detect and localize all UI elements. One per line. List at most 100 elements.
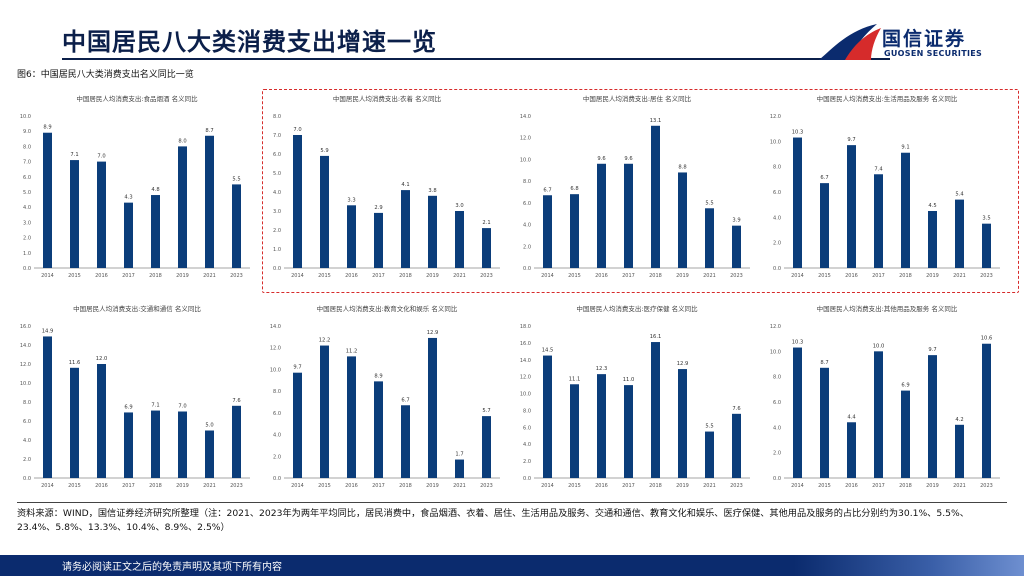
data-label: 4.2	[955, 417, 963, 423]
x-tick-label: 2014	[41, 483, 54, 489]
y-tick-label: 6.0	[523, 201, 531, 207]
bar	[543, 355, 552, 478]
x-tick-label: 2021	[203, 273, 216, 279]
y-tick-label: 3.0	[273, 209, 281, 215]
y-tick-label: 12.0	[270, 346, 281, 352]
bar	[543, 195, 552, 268]
y-tick-label: 12.0	[770, 114, 781, 120]
y-tick-label: 4.0	[773, 425, 781, 431]
y-tick-label: 6.0	[773, 190, 781, 196]
y-tick-label: 0.0	[273, 266, 281, 272]
bar	[793, 137, 802, 268]
x-tick-label: 2019	[676, 483, 689, 489]
data-label: 10.0	[873, 343, 885, 349]
y-tick-label: 16.0	[20, 324, 31, 330]
chart-title: 中国居民人均消费支出:教育文化和娱乐 名义同比	[317, 304, 458, 313]
bar	[97, 364, 106, 478]
data-label: 7.1	[70, 152, 78, 158]
bar	[651, 342, 660, 478]
data-label: 7.1	[151, 403, 159, 409]
y-tick-label: 8.0	[773, 165, 781, 171]
chart-panel-clothing: 中国居民人均消费支出:衣着 名义同比 0.0 1.0 2.0 3.0 4.0 5.0 6.0 7…	[262, 88, 512, 298]
bar	[651, 125, 660, 268]
chart-title: 中国居民人均消费支出:衣着 名义同比	[333, 94, 442, 103]
y-tick-label: 10.0	[520, 392, 531, 398]
data-label: 3.8	[428, 188, 436, 194]
data-label: 12.9	[427, 330, 439, 336]
x-tick-label: 2019	[426, 483, 439, 489]
x-tick-label: 2016	[95, 273, 108, 279]
data-label: 5.5	[705, 424, 713, 430]
x-tick-label: 2015	[68, 273, 81, 279]
x-tick-label: 2016	[595, 273, 608, 279]
x-tick-label: 2023	[730, 273, 743, 279]
x-tick-label: 2017	[622, 483, 635, 489]
x-tick-label: 2019	[426, 273, 439, 279]
bar	[624, 163, 633, 268]
y-tick-label: 4.0	[273, 433, 281, 439]
footer-disclaimer: 请务必阅读正文之后的免责声明及其项下所有内容	[62, 562, 282, 573]
logo-name: 国信证券	[882, 28, 967, 50]
data-label: 4.5	[928, 203, 936, 209]
x-tick-label: 2018	[399, 483, 412, 489]
data-label: 6.8	[570, 186, 578, 192]
x-tick-label: 2018	[149, 273, 162, 279]
bar	[482, 228, 491, 268]
data-label: 10.6	[981, 336, 993, 342]
x-tick-label: 2014	[41, 273, 54, 279]
data-label: 10.3	[792, 340, 804, 346]
source-divider	[17, 502, 1007, 503]
x-tick-label: 2019	[176, 273, 189, 279]
bar	[43, 336, 52, 478]
bar	[793, 347, 802, 478]
data-label: 5.5	[232, 176, 240, 182]
bar	[43, 132, 52, 268]
y-tick-label: 8.0	[523, 408, 531, 414]
y-tick-label: 10.0	[770, 349, 781, 355]
data-label: 8.9	[43, 125, 51, 131]
y-tick-label: 0.0	[523, 476, 531, 482]
data-label: 12.3	[596, 366, 608, 372]
y-tick-label: 2.0	[273, 454, 281, 460]
y-tick-label: 6.0	[23, 419, 31, 425]
chart-title: 中国居民人均消费支出:居住 名义同比	[583, 94, 692, 103]
data-label: 7.6	[732, 406, 740, 412]
y-tick-label: 4.0	[523, 223, 531, 229]
page-title: 中国居民八大类消费支出增速一览	[62, 28, 437, 56]
y-tick-label: 0.0	[23, 266, 31, 272]
data-label: 9.1	[901, 145, 909, 151]
bar	[678, 369, 687, 478]
data-label: 9.6	[624, 156, 632, 162]
bar	[374, 212, 383, 268]
bar	[678, 172, 687, 268]
data-label: 5.5	[705, 200, 713, 206]
x-tick-label: 2021	[703, 273, 716, 279]
bar	[597, 163, 606, 268]
data-label: 5.0	[205, 423, 213, 429]
bar	[401, 405, 410, 478]
x-tick-label: 2017	[872, 483, 885, 489]
bar	[570, 194, 579, 268]
x-tick-label: 2015	[318, 483, 331, 489]
x-tick-label: 2017	[872, 273, 885, 279]
y-tick-label: 2.0	[523, 459, 531, 465]
data-label: 16.1	[650, 334, 662, 340]
x-tick-label: 2018	[399, 273, 412, 279]
x-tick-label: 2016	[95, 483, 108, 489]
x-tick-label: 2023	[980, 273, 993, 279]
y-tick-label: 3.0	[23, 220, 31, 226]
y-tick-label: 8.0	[273, 389, 281, 395]
data-label: 3.0	[455, 203, 463, 209]
bar	[70, 367, 79, 478]
y-tick-label: 10.0	[20, 114, 31, 120]
y-tick-label: 8.0	[23, 144, 31, 150]
y-tick-label: 4.0	[23, 205, 31, 211]
x-tick-label: 2016	[345, 483, 358, 489]
y-tick-label: 12.0	[20, 362, 31, 368]
data-label: 9.7	[928, 347, 936, 353]
x-tick-label: 2016	[345, 273, 358, 279]
data-label: 11.1	[569, 376, 581, 382]
bar	[293, 135, 302, 268]
x-tick-label: 2017	[122, 483, 135, 489]
bar	[293, 372, 302, 478]
